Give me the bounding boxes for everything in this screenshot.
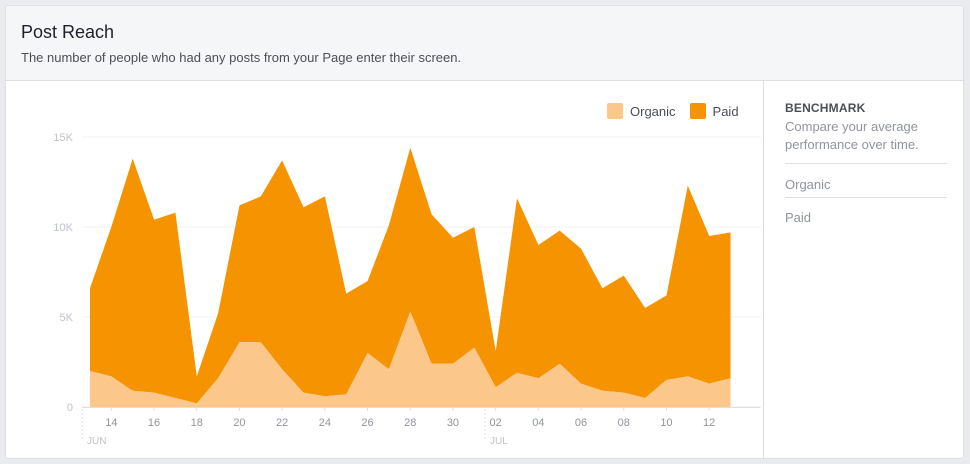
x-tick-label: 04 — [532, 417, 544, 429]
x-tick-label: 28 — [404, 417, 416, 429]
x-tick-label: 24 — [319, 417, 331, 429]
x-tick-label: 16 — [148, 417, 160, 429]
y-tick-label: 0 — [67, 402, 73, 414]
x-tick-label: 30 — [447, 417, 459, 429]
benchmark-heading: BENCHMARK — [785, 101, 866, 115]
post-reach-card: Post Reach The number of people who had … — [5, 5, 964, 459]
legend-swatch-paid — [689, 103, 706, 119]
x-tick-label: 14 — [105, 417, 117, 429]
legend-label-paid: Paid — [712, 103, 739, 119]
page-subtitle: The number of people who had any posts f… — [21, 50, 462, 65]
chart-legend: Organic Paid — [607, 103, 739, 119]
x-tick-label: 10 — [660, 417, 672, 429]
y-tick-label: 10K — [53, 222, 73, 234]
x-tick-label: 06 — [575, 417, 587, 429]
month-label: JUN — [87, 436, 106, 447]
y-tick-label: 15K — [53, 132, 73, 144]
card-header: Post Reach The number of people who had … — [6, 6, 963, 81]
month-label: JUL — [490, 436, 508, 447]
benchmark-description: Compare your average performance over ti… — [785, 119, 919, 152]
legend-item-organic[interactable]: Organic — [607, 103, 676, 119]
benchmark-panel: BENCHMARK Compare your average performan… — [763, 81, 963, 458]
x-tick-label: 18 — [191, 417, 203, 429]
benchmark-divider — [785, 197, 947, 198]
legend-label-organic: Organic — [630, 103, 676, 119]
x-tick-label: 08 — [618, 417, 630, 429]
series-area-organic — [90, 311, 731, 407]
legend-swatch-organic — [607, 103, 623, 119]
benchmark-divider — [785, 163, 947, 164]
x-tick-label: 26 — [361, 417, 373, 429]
benchmark-item-paid[interactable]: Paid — [785, 210, 812, 225]
x-tick-label: 20 — [233, 417, 245, 429]
post-reach-chart: 0 5K 10K 15K 14 16 18 20 22 24 26 28 30 02 04 06 08 10 12 J… — [53, 132, 761, 447]
benchmark-item-organic[interactable]: Organic — [785, 177, 831, 192]
x-tick-label: 12 — [703, 417, 715, 429]
series-area-paid — [90, 147, 731, 404]
chart-area: Organic Paid 0 5K 10K 15K 14 16 18 20 22 24 26 28 30… — [6, 81, 763, 458]
page-title: Post Reach — [21, 22, 115, 42]
legend-item-paid[interactable]: Paid — [689, 103, 739, 119]
x-tick-label: 22 — [276, 417, 288, 429]
y-tick-label: 5K — [60, 312, 74, 324]
x-tick-label: 02 — [490, 417, 502, 429]
